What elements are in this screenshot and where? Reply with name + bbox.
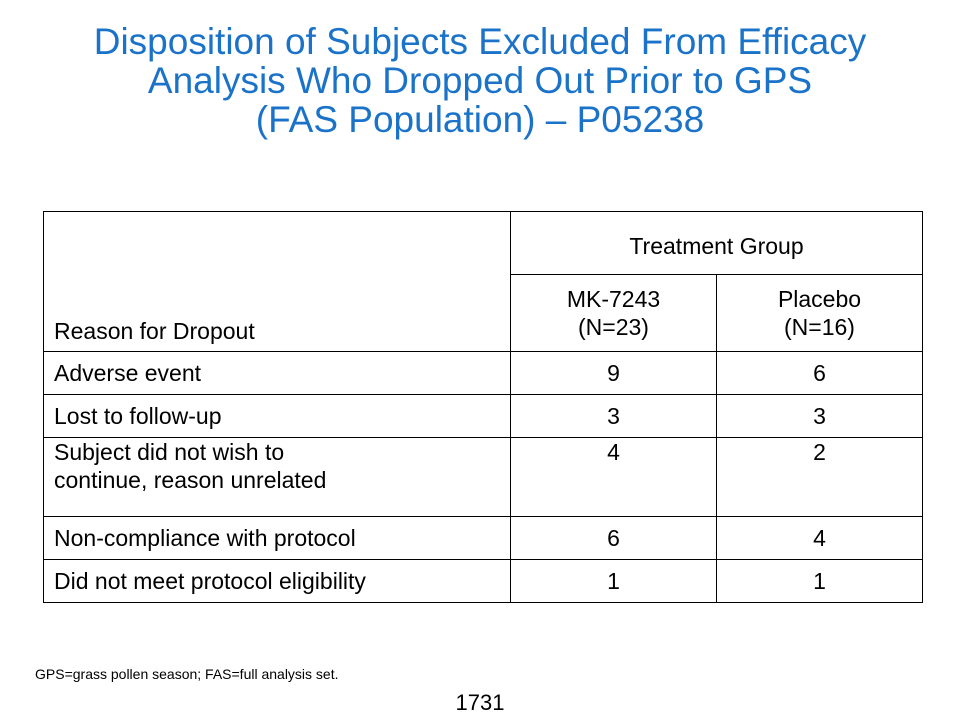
title-line-2: Analysis Who Dropped Out Prior to GPS [147,60,813,101]
mk7243-count: 6 [510,516,717,560]
reason-line-2: continue, reason unrelated [54,467,327,493]
placebo-count: 1 [716,559,923,603]
table-header-row-1: Reason for Dropout Treatment Group [43,211,923,352]
footnote: GPS=grass pollen season; FAS=full analys… [35,666,339,682]
reason-cell: Subject did not wish to continue, reason… [43,437,511,517]
mk7243-count: 1 [510,559,717,603]
arm-name: MK-7243 [566,286,661,312]
reason-header: Reason for Dropout [43,211,511,352]
reason-cell: Non-compliance with protocol [43,516,511,560]
page-number: 1731 [455,690,505,715]
arm-header-mk7243: MK-7243 (N=23) [510,274,717,352]
table-row: Adverse event 9 6 [43,351,923,395]
arm-n: (N=23) [578,314,649,340]
reason-line-1: Subject did not wish to [54,439,285,465]
slide-title: Disposition of Subjects Excluded From Ef… [0,22,960,139]
arm-n: (N=16) [784,314,855,340]
title-line-1: Disposition of Subjects Excluded From Ef… [93,21,867,62]
disposition-table: Reason for Dropout Treatment Group MK-72… [43,211,923,603]
placebo-count: 3 [716,394,923,438]
treatment-group-header: Treatment Group [510,211,923,275]
reason-cell: Adverse event [43,351,511,395]
placebo-count: 6 [716,351,923,395]
arm-header-placebo: Placebo (N=16) [716,274,923,352]
placebo-count: 2 [716,437,923,517]
mk7243-count: 9 [510,351,717,395]
mk7243-count: 4 [510,437,717,517]
arm-name: Placebo [777,286,862,312]
title-line-3: (FAS Population) – P05238 [255,99,705,140]
reason-cell: Did not meet protocol eligibility [43,559,511,603]
table-row: Non-compliance with protocol 6 4 [43,516,923,560]
mk7243-count: 3 [510,394,717,438]
table-row: Subject did not wish to continue, reason… [43,437,923,517]
placebo-count: 4 [716,516,923,560]
table-row: Did not meet protocol eligibility 1 1 [43,559,923,603]
reason-cell: Lost to follow-up [43,394,511,438]
table-row: Lost to follow-up 3 3 [43,394,923,438]
